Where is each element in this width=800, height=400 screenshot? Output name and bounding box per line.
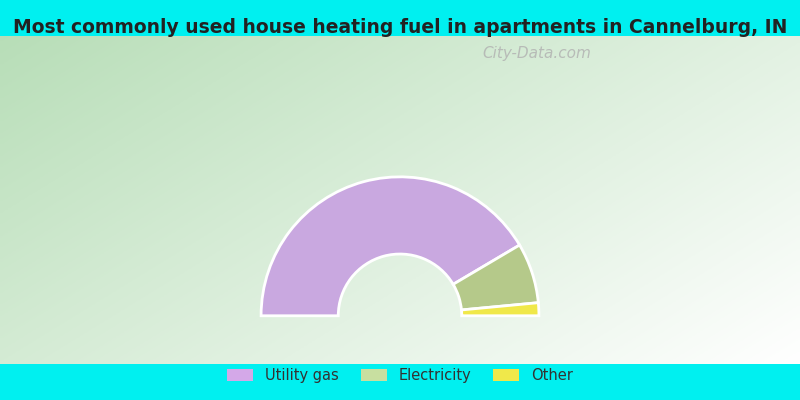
Wedge shape xyxy=(462,303,539,316)
Text: Most commonly used house heating fuel in apartments in Cannelburg, IN: Most commonly used house heating fuel in… xyxy=(13,18,787,37)
Wedge shape xyxy=(261,177,519,316)
Text: City-Data.com: City-Data.com xyxy=(482,46,591,61)
Wedge shape xyxy=(453,245,538,310)
Legend: Utility gas, Electricity, Other: Utility gas, Electricity, Other xyxy=(222,362,578,389)
